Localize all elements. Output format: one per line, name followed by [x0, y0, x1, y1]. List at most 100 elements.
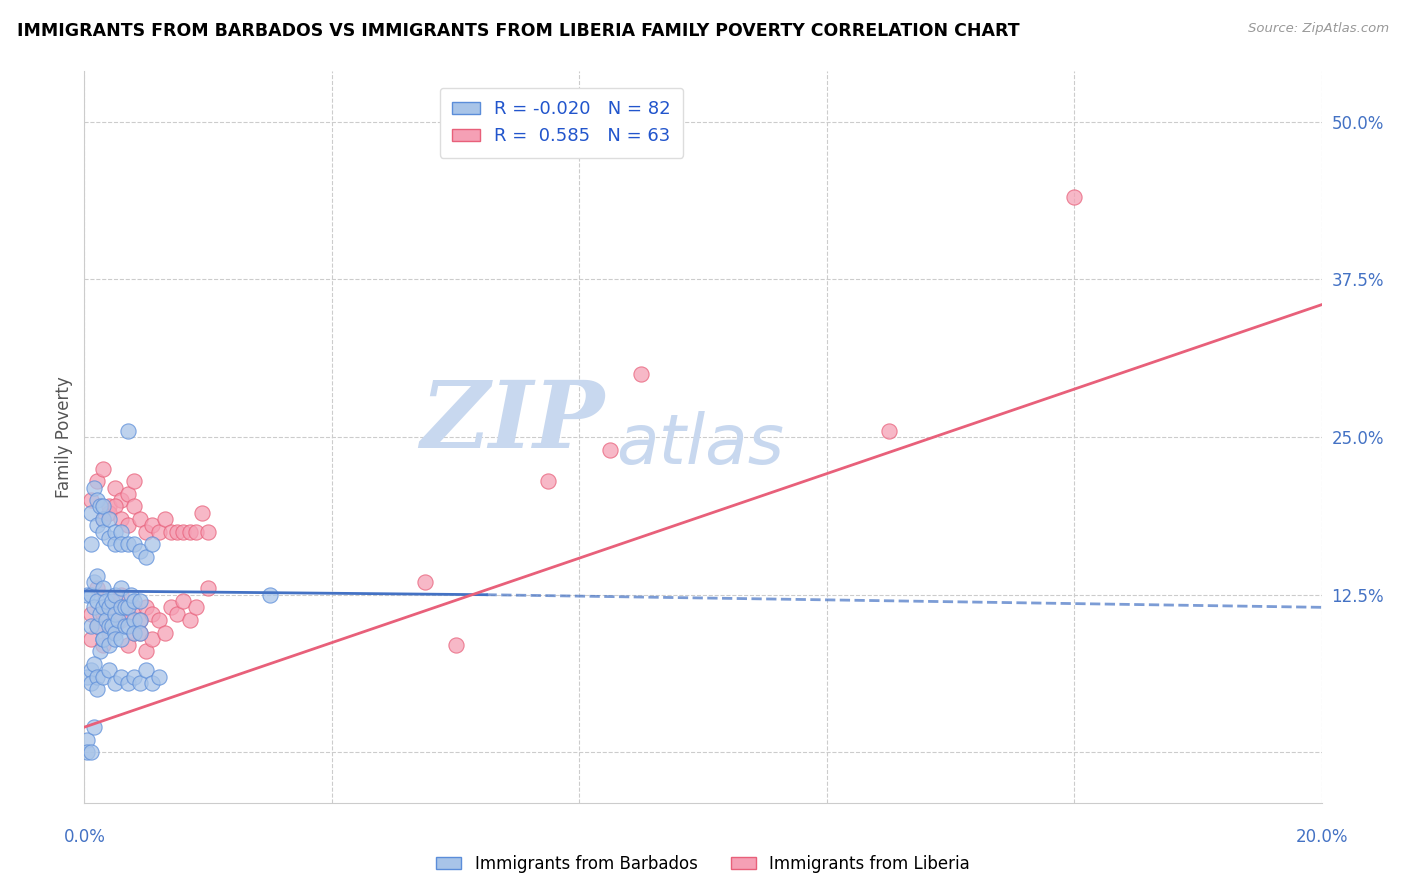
Point [122, 670, 145, 684]
Text: Source: ZipAtlas.com: Source: ZipAtlas.com [1249, 22, 1389, 36]
Point [184, 600, 207, 615]
Point [101, 619, 124, 633]
Point [79, 619, 101, 633]
Point [129, 613, 152, 627]
Point [91, 512, 114, 526]
Point [110, 632, 132, 646]
Point [120, 588, 142, 602]
Point [184, 524, 207, 539]
Point [122, 474, 145, 488]
Point [98, 600, 121, 615]
Point [191, 506, 214, 520]
Point [148, 524, 170, 539]
Point [79, 506, 101, 520]
Point [122, 537, 145, 551]
Point [129, 625, 152, 640]
Point [166, 607, 188, 621]
Point [630, 367, 652, 381]
Point [107, 613, 129, 627]
Point [98, 512, 121, 526]
Point [110, 588, 132, 602]
Point [83, 575, 105, 590]
Point [117, 600, 139, 615]
Point [197, 524, 219, 539]
Point [86, 619, 108, 633]
Point [172, 594, 194, 608]
Point [148, 613, 170, 627]
Point [79, 676, 101, 690]
Point [98, 664, 121, 678]
Point [104, 632, 127, 646]
Point [122, 613, 145, 627]
Point [79, 588, 101, 602]
Point [259, 588, 281, 602]
Point [117, 619, 139, 633]
Point [117, 487, 139, 501]
Point [117, 424, 139, 438]
Point [179, 524, 201, 539]
Point [98, 531, 121, 545]
Point [98, 500, 121, 514]
Point [91, 632, 114, 646]
Point [86, 518, 108, 533]
Point [110, 537, 132, 551]
Point [86, 582, 108, 596]
Point [76, 745, 98, 759]
Point [122, 594, 145, 608]
Point [79, 607, 101, 621]
Point [122, 600, 145, 615]
Point [104, 607, 127, 621]
Point [98, 619, 121, 633]
Point [413, 575, 436, 590]
Point [135, 644, 157, 658]
Point [86, 493, 108, 508]
Point [129, 512, 152, 526]
Point [79, 632, 101, 646]
Point [172, 524, 194, 539]
Point [877, 424, 900, 438]
Point [104, 588, 127, 602]
Point [98, 600, 121, 615]
Point [141, 518, 163, 533]
Point [79, 493, 101, 508]
Point [141, 676, 163, 690]
Point [110, 670, 132, 684]
Legend: R = -0.020   N = 82, R =  0.585   N = 63: R = -0.020 N = 82, R = 0.585 N = 63 [440, 87, 683, 158]
Point [160, 524, 183, 539]
Point [101, 594, 124, 608]
Point [110, 493, 132, 508]
Point [129, 543, 152, 558]
Point [91, 524, 114, 539]
Point [104, 619, 127, 633]
Point [148, 670, 170, 684]
Point [94, 613, 117, 627]
Point [91, 582, 114, 596]
Point [537, 474, 560, 488]
Point [104, 594, 127, 608]
Point [89, 644, 111, 658]
Text: 0.0%: 0.0% [63, 828, 105, 846]
Point [91, 632, 114, 646]
Text: IMMIGRANTS FROM BARBADOS VS IMMIGRANTS FROM LIBERIA FAMILY POVERTY CORRELATION C: IMMIGRANTS FROM BARBADOS VS IMMIGRANTS F… [17, 22, 1019, 40]
Point [104, 537, 127, 551]
Point [153, 625, 176, 640]
Point [98, 638, 121, 652]
Point [122, 500, 145, 514]
Point [104, 524, 127, 539]
Point [89, 500, 111, 514]
Text: 20.0%: 20.0% [1295, 828, 1348, 846]
Point [104, 625, 127, 640]
Text: atlas: atlas [616, 411, 785, 478]
Point [91, 670, 114, 684]
Point [94, 594, 117, 608]
Point [141, 607, 163, 621]
Point [135, 524, 157, 539]
Point [91, 461, 114, 475]
Point [141, 537, 163, 551]
Point [153, 512, 176, 526]
Point [86, 670, 108, 684]
Point [79, 664, 101, 678]
Point [129, 625, 152, 640]
Point [83, 720, 105, 734]
Point [83, 481, 105, 495]
